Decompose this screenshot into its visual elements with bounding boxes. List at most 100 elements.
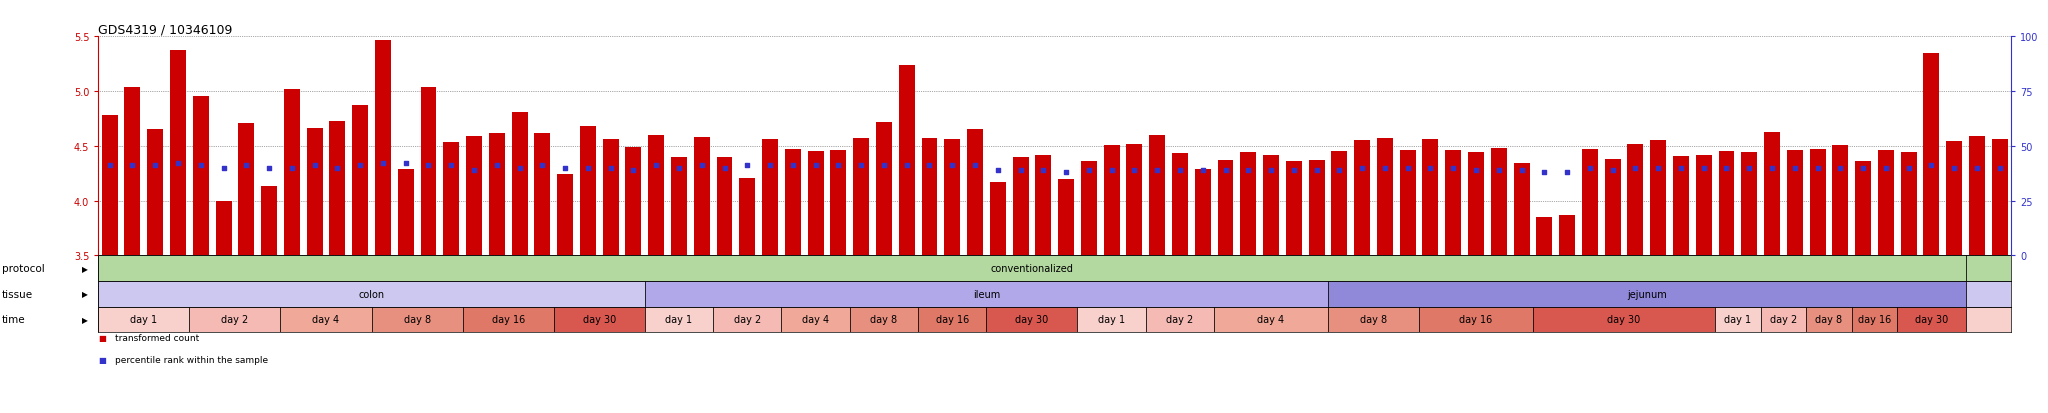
Point xyxy=(434,163,467,169)
Bar xyxy=(553,307,645,332)
Point xyxy=(1937,165,1970,171)
Text: day 1: day 1 xyxy=(1724,315,1751,325)
Bar xyxy=(285,90,299,256)
Point xyxy=(571,165,604,171)
Point xyxy=(481,163,514,169)
Bar xyxy=(713,307,782,332)
Bar xyxy=(1327,307,1419,332)
Text: percentile rank within the sample: percentile rank within the sample xyxy=(115,356,268,365)
Point xyxy=(299,163,332,169)
Text: day 8: day 8 xyxy=(870,315,897,325)
Bar xyxy=(98,307,188,332)
Point xyxy=(1346,165,1378,171)
Point xyxy=(504,165,537,171)
Point xyxy=(1438,165,1470,171)
Bar xyxy=(918,307,987,332)
Bar xyxy=(807,152,823,256)
Bar xyxy=(1194,169,1210,256)
Point xyxy=(1141,167,1174,174)
Bar xyxy=(1145,307,1214,332)
Bar xyxy=(1696,155,1712,256)
Bar xyxy=(1806,307,1851,332)
Point xyxy=(664,165,696,171)
Point xyxy=(1595,167,1628,174)
Bar xyxy=(307,129,324,256)
Bar xyxy=(463,307,553,332)
Text: GDS4319 / 10346109: GDS4319 / 10346109 xyxy=(98,23,233,36)
Point xyxy=(322,165,354,171)
Point xyxy=(457,167,489,174)
Point xyxy=(367,161,399,167)
Bar xyxy=(1491,149,1507,256)
Point xyxy=(229,163,262,169)
Text: day 30: day 30 xyxy=(584,315,616,325)
Bar xyxy=(967,130,983,256)
Point xyxy=(844,163,877,169)
Point xyxy=(1733,165,1765,171)
Text: ileum: ileum xyxy=(973,289,999,299)
Text: day 30: day 30 xyxy=(1608,315,1640,325)
Point xyxy=(731,163,764,169)
Point xyxy=(686,163,719,169)
Point xyxy=(1573,165,1606,171)
Point xyxy=(1710,165,1743,171)
Bar xyxy=(1354,141,1370,256)
Point xyxy=(639,163,672,169)
Point xyxy=(1208,167,1241,174)
Bar xyxy=(535,133,551,256)
Bar xyxy=(1901,153,1917,256)
Point xyxy=(1096,167,1128,174)
Point xyxy=(776,163,809,169)
Text: day 2: day 2 xyxy=(1769,315,1796,325)
Text: ■: ■ xyxy=(98,356,106,365)
Bar xyxy=(625,147,641,256)
Point xyxy=(1620,165,1653,171)
Text: colon: colon xyxy=(358,289,385,299)
Point xyxy=(709,165,741,171)
Bar xyxy=(1012,157,1028,256)
Bar xyxy=(1763,132,1780,256)
Bar xyxy=(1968,137,1985,256)
Text: day 1: day 1 xyxy=(131,315,158,325)
Point xyxy=(1368,165,1401,171)
Text: day 4: day 4 xyxy=(1257,315,1284,325)
Point xyxy=(913,163,946,169)
Bar xyxy=(1896,307,1966,332)
Bar xyxy=(854,139,868,256)
Point xyxy=(252,165,285,171)
Point xyxy=(1483,167,1516,174)
Text: protocol: protocol xyxy=(2,263,45,273)
Point xyxy=(821,163,854,169)
Bar xyxy=(1468,153,1485,256)
Bar xyxy=(944,140,961,256)
Point xyxy=(1391,165,1423,171)
Point xyxy=(1278,167,1311,174)
Bar xyxy=(1513,164,1530,256)
Bar xyxy=(1855,162,1872,256)
Bar xyxy=(1219,161,1233,256)
Point xyxy=(1004,167,1036,174)
Bar xyxy=(1714,307,1761,332)
Bar xyxy=(1741,153,1757,256)
Bar xyxy=(1036,155,1051,256)
Point xyxy=(526,163,559,169)
Point xyxy=(1825,165,1858,171)
Bar xyxy=(987,307,1077,332)
Bar xyxy=(1993,140,2007,256)
Text: day 30: day 30 xyxy=(1915,315,1948,325)
Bar xyxy=(1946,142,1962,256)
Point xyxy=(184,163,217,169)
Bar xyxy=(371,307,463,332)
Bar xyxy=(1126,144,1143,256)
Point xyxy=(1982,165,2015,171)
Bar xyxy=(1419,307,1532,332)
Point xyxy=(1688,165,1720,171)
Text: ▶: ▶ xyxy=(82,290,88,299)
Point xyxy=(1528,169,1561,176)
Bar xyxy=(1327,281,1966,307)
Bar xyxy=(717,157,733,256)
Point xyxy=(1665,165,1698,171)
Bar xyxy=(602,140,618,256)
Text: day 8: day 8 xyxy=(1815,315,1843,325)
Bar xyxy=(1423,140,1438,256)
